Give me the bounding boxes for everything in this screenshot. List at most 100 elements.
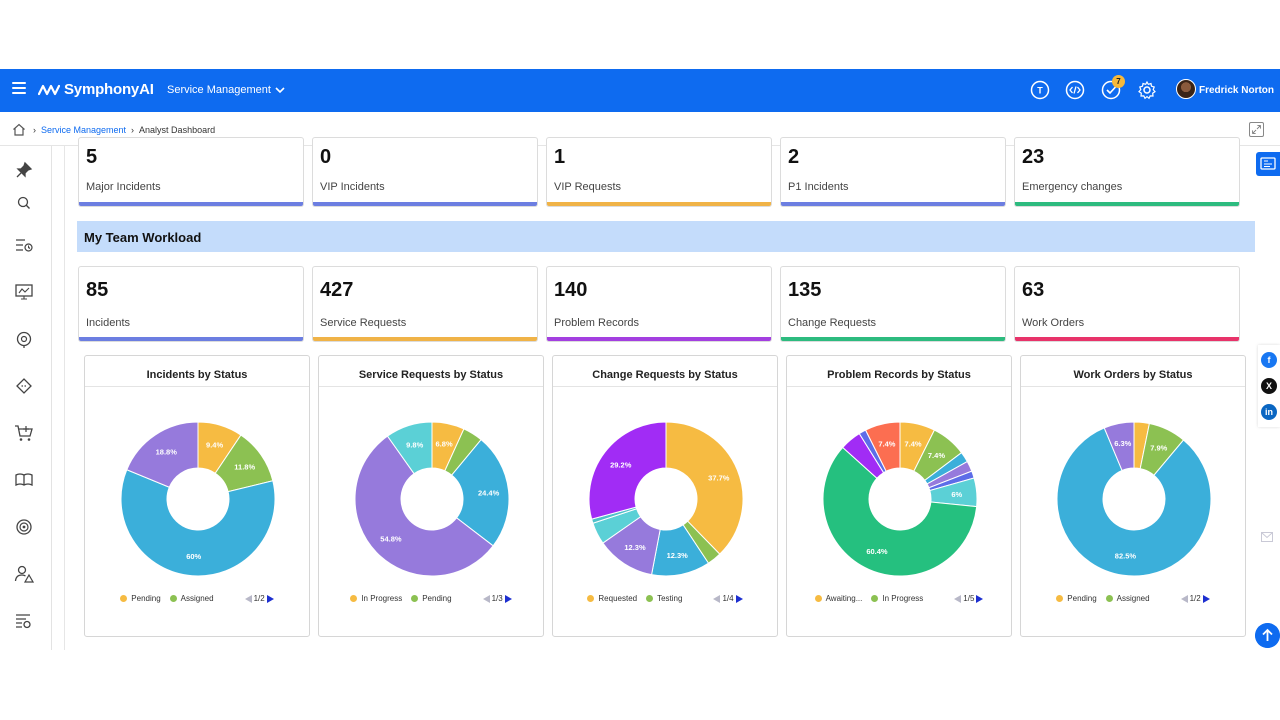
expand-icon[interactable] — [1249, 122, 1264, 137]
workload-card[interactable]: 85 Incidents — [78, 266, 304, 342]
donut-chart: 7.4% 7.4% 6% 60.4% 7.4% — [822, 421, 978, 577]
legend-label: Pending — [1067, 594, 1097, 603]
donut-slice[interactable] — [451, 438, 510, 547]
section-title: My Team Workload — [84, 230, 202, 245]
legend-label: Assigned — [180, 594, 214, 603]
brand-logo[interactable]: SymphonyAI — [38, 81, 154, 98]
knowledge-book-icon[interactable] — [14, 470, 34, 490]
slice-data-label: 18.8% — [156, 448, 178, 457]
legend-item[interactable]: Requested — [587, 594, 637, 603]
mail-icon[interactable] — [1261, 532, 1273, 542]
donut-slice[interactable] — [588, 421, 667, 520]
settings-list-icon[interactable] — [14, 611, 34, 631]
tasks-check-icon[interactable] — [1101, 80, 1121, 100]
workload-card-accent-bar — [781, 337, 1005, 341]
legend-label: In Progress — [361, 594, 403, 603]
chart-legend: Pending Assigned 1/2 — [85, 594, 309, 603]
legend-pager: 1/2 — [244, 594, 274, 603]
donut-slice[interactable] — [1056, 427, 1212, 577]
translate-icon[interactable]: T — [1030, 80, 1050, 100]
donut-slice[interactable] — [386, 421, 433, 475]
donut-slice[interactable] — [354, 435, 494, 577]
legend-next-arrow-icon[interactable] — [504, 594, 512, 603]
legend-marker — [350, 595, 358, 602]
legend-item[interactable]: Assigned — [169, 594, 214, 603]
donut-slice[interactable] — [120, 469, 276, 577]
summary-card[interactable]: 0 VIP Incidents — [312, 137, 538, 207]
x-icon[interactable]: X — [1261, 378, 1277, 394]
workload-card-label: Service Requests — [320, 317, 407, 329]
donut-slice[interactable] — [126, 421, 199, 488]
gear-icon[interactable] — [1137, 80, 1157, 100]
left-sidebar — [0, 146, 52, 650]
legend-next-arrow-icon[interactable] — [266, 594, 274, 603]
donut-slice[interactable] — [822, 446, 978, 577]
chevron-down-icon — [275, 86, 285, 93]
legend-next-arrow-icon[interactable] — [735, 594, 743, 603]
task-history-icon[interactable] — [14, 235, 34, 255]
content-divider — [64, 146, 65, 650]
dashboard-monitor-icon[interactable] — [14, 282, 34, 302]
donut-slice[interactable] — [665, 421, 744, 555]
legend-item[interactable]: In Progress — [871, 594, 923, 603]
summary-card[interactable]: 2 P1 Incidents — [780, 137, 1006, 207]
summary-card[interactable]: 1 VIP Requests — [546, 137, 772, 207]
legend-item[interactable]: Pending — [120, 594, 161, 603]
legend-item[interactable]: In Progress — [350, 594, 402, 603]
slice-data-label: 24.4% — [478, 489, 500, 498]
chart-card: Incidents by Status 9.4% 11.8% 60% 18.8% Pend… — [84, 355, 310, 637]
workload-card[interactable]: 427 Service Requests — [312, 266, 538, 342]
legend-item[interactable]: Assigned — [1105, 594, 1150, 603]
legend-item[interactable]: Testing — [646, 594, 682, 603]
summary-card-value: 5 — [86, 146, 98, 168]
target-icon[interactable] — [14, 517, 34, 537]
legend-item[interactable]: Pending — [1056, 594, 1097, 603]
donut-slice[interactable] — [864, 421, 901, 472]
workload-card[interactable]: 140 Problem Records — [546, 266, 772, 342]
ticket-icon[interactable] — [14, 376, 34, 396]
summary-card-label: Major Incidents — [86, 181, 161, 193]
legend-prev-arrow-icon[interactable] — [482, 594, 490, 603]
legend-label: Pending — [422, 594, 452, 603]
workload-card[interactable]: 63 Work Orders — [1014, 266, 1240, 342]
workload-card-accent-bar — [313, 337, 537, 341]
workload-card-value: 427 — [320, 279, 354, 301]
legend-prev-arrow-icon[interactable] — [713, 594, 721, 603]
summary-card[interactable]: 23 Emergency changes — [1014, 137, 1240, 207]
slice-data-label: 12.3% — [624, 543, 646, 552]
workload-card-accent-bar — [547, 337, 771, 341]
avatar[interactable] — [1176, 79, 1196, 99]
legend-item[interactable]: Awaiting... — [814, 594, 863, 603]
home-icon[interactable] — [12, 123, 26, 136]
user-name[interactable]: Fredrick Norton — [1199, 85, 1275, 96]
legend-prev-arrow-icon[interactable] — [244, 594, 252, 603]
legend-prev-arrow-icon[interactable] — [954, 594, 962, 603]
legend-page-indicator: 1/2 — [253, 594, 265, 603]
menu-icon[interactable] — [12, 82, 26, 96]
legend-marker — [1056, 595, 1064, 602]
legend-item[interactable]: Pending — [411, 594, 452, 603]
breadcrumb-link[interactable]: Service Management — [41, 125, 127, 135]
legend-next-arrow-icon[interactable] — [1202, 594, 1210, 603]
donut-slice[interactable] — [1103, 421, 1135, 472]
module-selector[interactable]: Service Management — [167, 84, 285, 96]
search-icon[interactable] — [14, 193, 34, 213]
workload-card[interactable]: 135 Change Requests — [780, 266, 1006, 342]
legend-prev-arrow-icon[interactable] — [1180, 594, 1188, 603]
legend-label: Awaiting... — [825, 594, 863, 603]
legend-next-arrow-icon[interactable] — [976, 594, 984, 603]
legend-pager: 1/5 — [954, 594, 984, 603]
support-headset-icon[interactable] — [14, 329, 34, 349]
pin-icon[interactable] — [14, 160, 34, 180]
notification-badge: 7 — [1112, 75, 1125, 88]
linkedin-icon[interactable]: in — [1261, 404, 1277, 420]
brand-name: SymphonyAI — [64, 81, 154, 98]
slice-data-label: 9.4% — [206, 440, 223, 449]
scroll-to-top-icon[interactable] — [1255, 623, 1280, 648]
facebook-icon[interactable]: f — [1261, 352, 1277, 368]
code-icon[interactable] — [1065, 80, 1085, 100]
user-alert-icon[interactable] — [14, 564, 34, 584]
summary-card[interactable]: 5 Major Incidents — [78, 137, 304, 207]
cart-icon[interactable] — [14, 423, 34, 443]
side-panel-tab-icon[interactable] — [1256, 152, 1280, 176]
